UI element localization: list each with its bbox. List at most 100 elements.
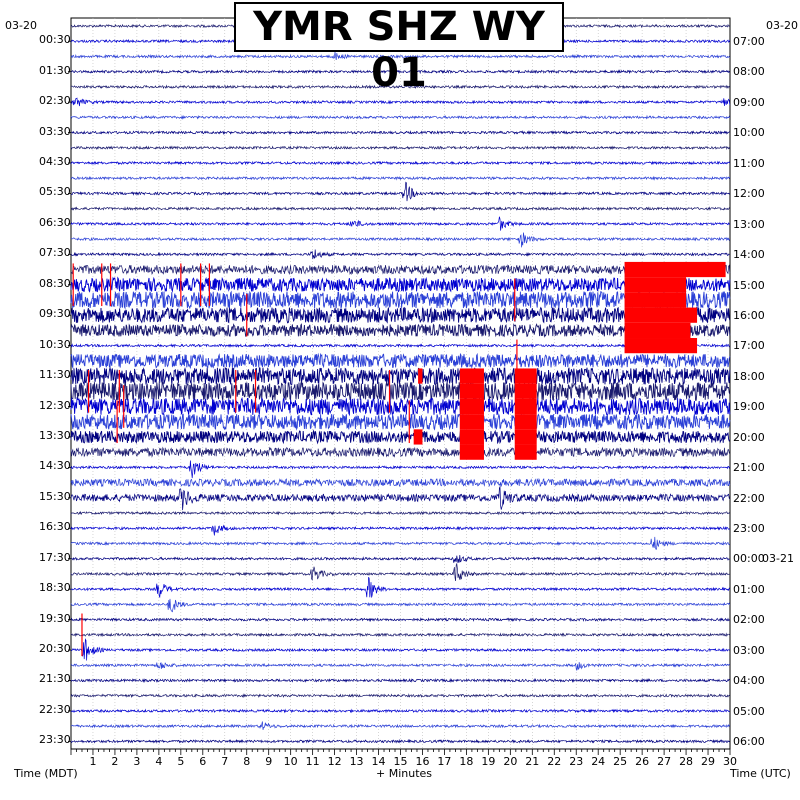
- right-time-label: 18:00: [733, 369, 765, 383]
- x-tick-label: 23: [569, 755, 584, 768]
- right-time-label: 11:00: [733, 156, 765, 170]
- x-tick-label: 15: [393, 755, 408, 768]
- trace-26: [70, 412, 731, 431]
- x-tick-label: 29: [701, 755, 716, 768]
- x-tick-label: 14: [371, 755, 386, 768]
- trace-46: [70, 721, 731, 730]
- left-time-label: 14:30: [39, 459, 71, 473]
- trace-5: [71, 97, 731, 107]
- x-tick-label: 11: [305, 755, 320, 768]
- minute-gridlines: [92, 18, 709, 749]
- trace-4: [70, 84, 731, 90]
- x-tick-label: 27: [657, 755, 672, 768]
- x-tick-label: 13: [349, 755, 364, 768]
- clipped-segment-19: [514, 444, 537, 460]
- right-time-label: 00:00: [733, 552, 765, 566]
- trace-21: [70, 343, 730, 349]
- clipped-segment-1: [624, 277, 687, 293]
- left-time-label: 22:30: [39, 702, 71, 716]
- trace-19: [70, 306, 731, 325]
- clipped-segment-10: [514, 383, 537, 399]
- x-axis-ticks: [68, 40, 731, 755]
- right-time-label: 10:00: [733, 126, 765, 140]
- right-time-label: 13:00: [733, 217, 765, 231]
- trace-25: [70, 396, 731, 417]
- clipped-segment-11: [459, 398, 484, 415]
- trace-9: [70, 160, 731, 166]
- x-tick-label: 1: [89, 755, 97, 768]
- clipped-segment-6: [418, 368, 423, 384]
- left-time-label: 17:30: [39, 550, 71, 564]
- trace-36: [70, 562, 730, 582]
- x-tick-label: 7: [221, 755, 229, 768]
- x-tick-label: 20: [503, 755, 518, 768]
- trace-35: [70, 554, 730, 564]
- left-time-label: 13:30: [39, 428, 71, 442]
- trace-8: [70, 145, 731, 151]
- right-time-label: 03:00: [733, 643, 765, 657]
- right-date-label: 03-20: [766, 19, 798, 32]
- left-time-label: 21:30: [39, 672, 71, 686]
- right-time-label: 06:00: [733, 735, 765, 749]
- clipped-segment-13: [459, 414, 484, 430]
- left-time-label: 04:30: [39, 154, 71, 168]
- trace-12: [70, 206, 731, 212]
- x-tick-label: 16: [415, 755, 430, 768]
- x-tick-label: 5: [177, 755, 185, 768]
- trace-31: [70, 485, 731, 511]
- chart-title: YMR SHZ WY 01: [234, 2, 564, 96]
- right-time-label: 12:00: [733, 187, 765, 201]
- left-time-label: 19:30: [39, 611, 71, 625]
- right-time-label: 20:00: [733, 430, 765, 444]
- left-time-label: 09:30: [39, 307, 71, 321]
- x-tick-label: 17: [437, 755, 452, 768]
- left-axis-label: Time (MDT): [14, 767, 78, 780]
- right-time-label: 08:00: [733, 65, 765, 79]
- trace-14: [70, 232, 731, 248]
- left-time-label: 11:30: [39, 368, 71, 382]
- clipped-segment-14: [514, 414, 537, 430]
- right-time-label: 21:00: [733, 461, 765, 475]
- right-time-label: 01:00: [733, 582, 765, 596]
- trace-6: [70, 114, 731, 120]
- x-tick-label: 25: [613, 755, 628, 768]
- left-time-label: 03:30: [39, 124, 71, 138]
- right-time-label: 05:00: [733, 704, 765, 718]
- trace-24: [70, 380, 731, 402]
- trace-10: [70, 175, 731, 181]
- trace-40: [70, 632, 731, 638]
- right-time-label: 09:00: [733, 95, 765, 109]
- seismic-traces: [70, 23, 731, 744]
- left-time-label: 06:30: [39, 215, 71, 229]
- right-time-label: 15:00: [733, 278, 765, 292]
- clipped-segment-2: [624, 292, 687, 308]
- trace-29: [70, 460, 731, 479]
- trace-28: [70, 446, 731, 458]
- x-tick-label: 26: [635, 755, 650, 768]
- right-time-label: 14:00: [733, 248, 765, 262]
- x-tick-label: 2: [111, 755, 119, 768]
- right-axis-label: Time (UTC): [730, 767, 791, 780]
- left-time-label: 02:30: [39, 94, 71, 108]
- trace-30: [70, 477, 731, 488]
- x-tick-label: 12: [327, 755, 342, 768]
- clipped-segment-4: [624, 322, 691, 339]
- x-tick-label: 28: [679, 755, 694, 768]
- trace-27: [70, 429, 731, 445]
- clipped-segment-17: [514, 429, 537, 445]
- x-tick-label: 9: [265, 755, 273, 768]
- left-time-label: 01:30: [39, 63, 71, 77]
- left-time-label: 15:30: [39, 489, 71, 503]
- trace-38: [70, 598, 731, 613]
- x-tick-label: 4: [155, 755, 163, 768]
- right-time-label: 04:00: [733, 674, 765, 688]
- left-time-label: 05:30: [39, 185, 71, 199]
- left-time-label: 10:30: [39, 337, 71, 351]
- trace-22: [70, 352, 731, 370]
- trace-37: [70, 577, 731, 599]
- trace-3: [70, 69, 731, 75]
- right-time-label: 16:00: [733, 308, 765, 322]
- right-time-label: 07:00: [733, 35, 765, 48]
- trace-2: [70, 51, 731, 61]
